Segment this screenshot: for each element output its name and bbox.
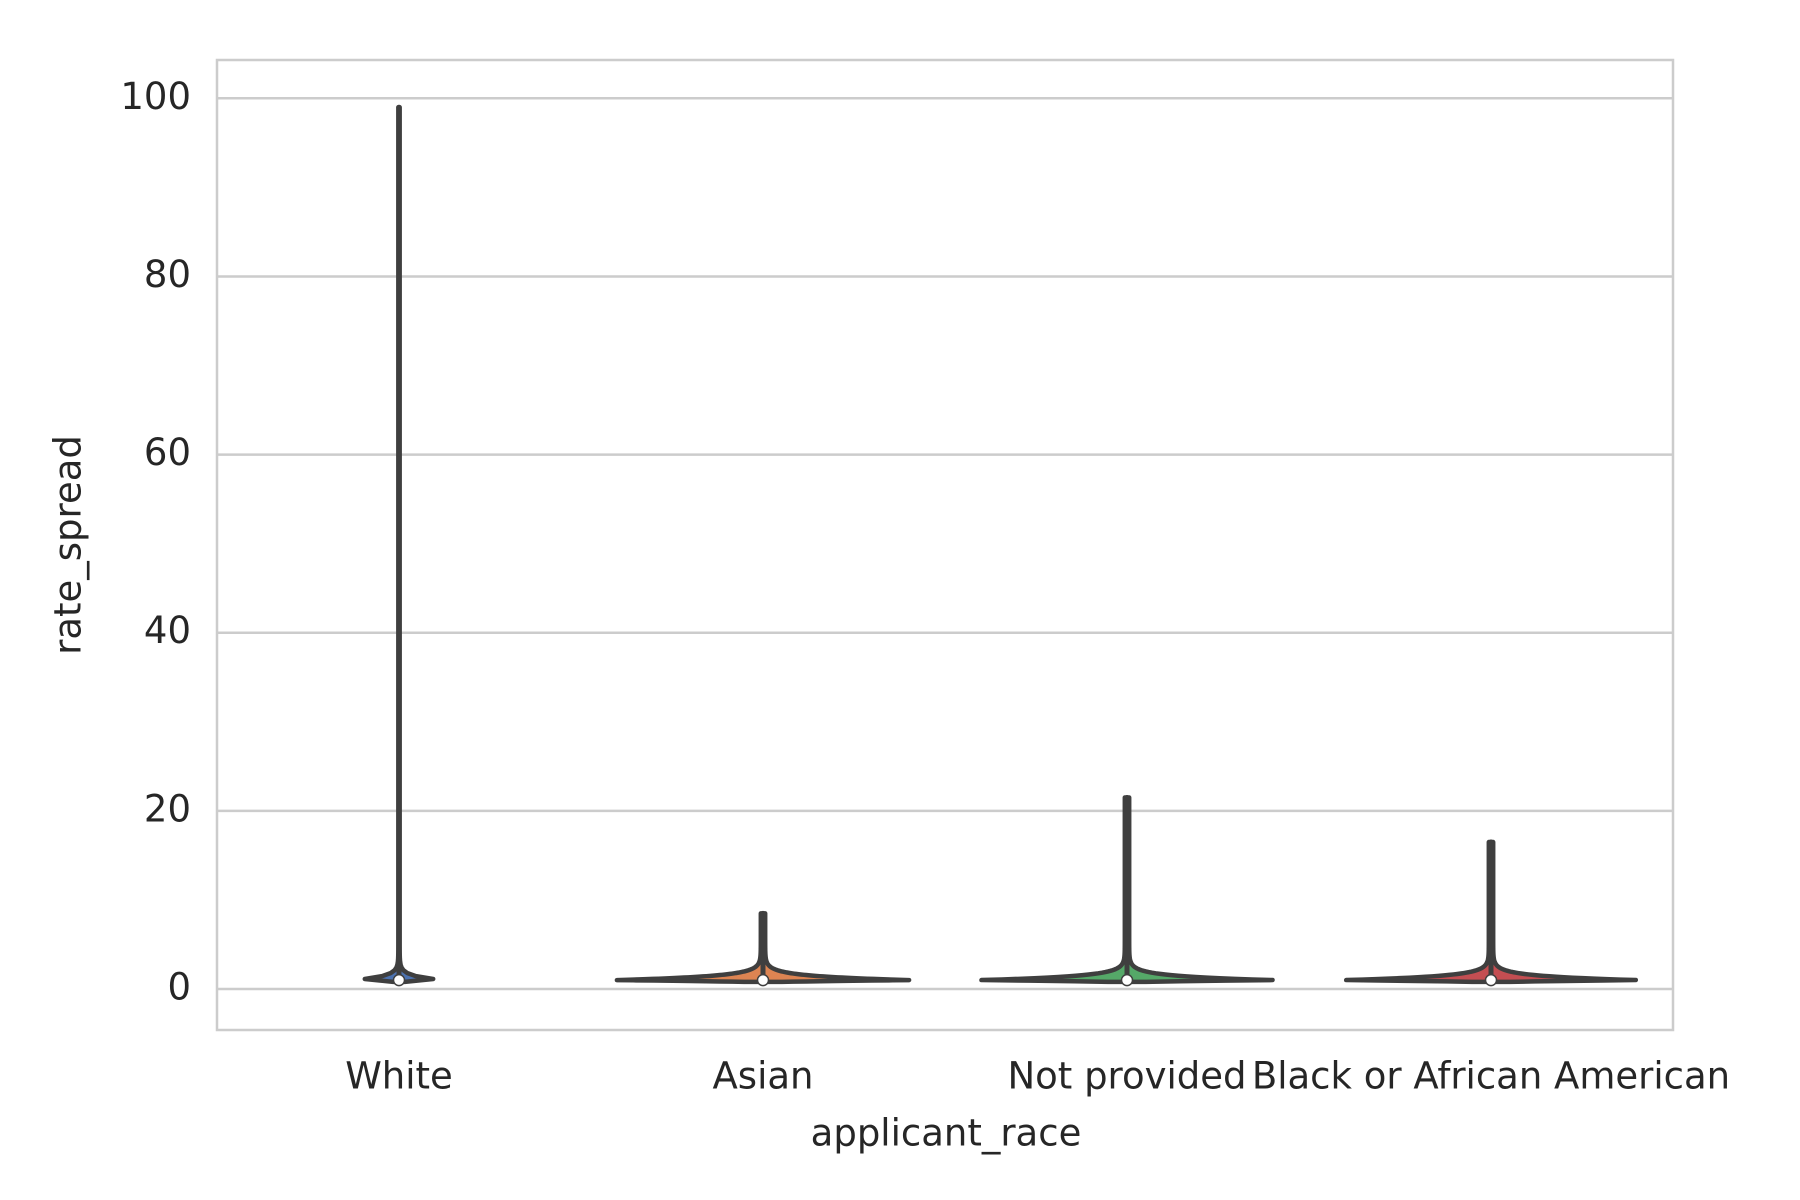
y-tick-label: 0 (167, 966, 191, 1009)
x-axis-label: applicant_race (811, 1112, 1082, 1155)
y-tick-label: 40 (144, 609, 191, 652)
median-dot (756, 973, 770, 987)
median-dot (392, 973, 406, 987)
y-tick-label: 20 (144, 787, 191, 830)
median-dot (1120, 973, 1134, 987)
x-tick-label: White (345, 1055, 453, 1098)
y-tick-label: 80 (144, 253, 191, 296)
plot-frame (215, 58, 1675, 1032)
y-axis-label: rate_spread (47, 435, 90, 655)
y-tick-label: 60 (144, 431, 191, 474)
x-tick-label: Black or African American (1252, 1055, 1730, 1098)
x-tick-label: Not provided (1007, 1055, 1246, 1098)
x-tick-label: Asian (713, 1055, 814, 1098)
median-dot (1484, 973, 1498, 987)
y-tick-label: 100 (120, 75, 191, 118)
